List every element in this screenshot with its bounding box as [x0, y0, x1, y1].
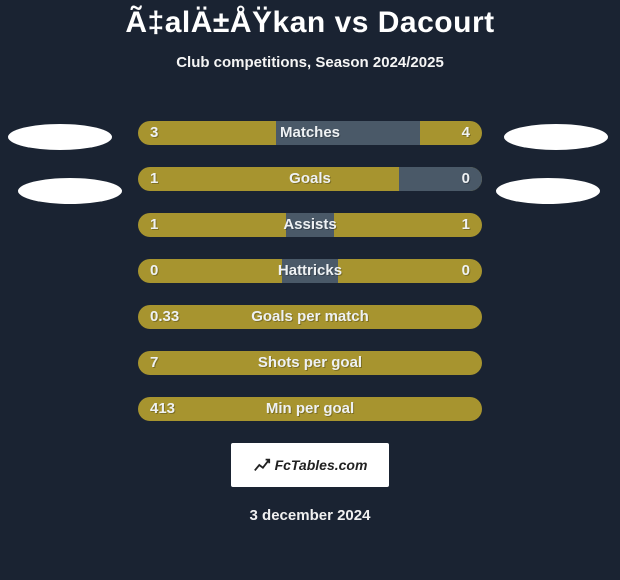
right-badge-placeholder-1 [504, 124, 608, 150]
stat-right-value: 0 [462, 259, 470, 283]
page-title: Ã‡alÄ±ÅŸkan vs Dacourt [0, 6, 620, 40]
stat-label: Shots per goal [138, 351, 482, 375]
stats-container: 3 Matches 4 1 Goals 0 1 Assists 1 0 Hatt… [138, 121, 482, 421]
stat-row-hattricks: 0 Hattricks 0 [138, 259, 482, 283]
fctables-logo[interactable]: FcTables.com [231, 443, 389, 487]
stat-label: Assists [138, 213, 482, 237]
stat-right-value: 4 [462, 121, 470, 145]
stat-label: Matches [138, 121, 482, 145]
stat-row-goals: 1 Goals 0 [138, 167, 482, 191]
stat-row-spg: 7 Shots per goal [138, 351, 482, 375]
left-badge-placeholder-1 [8, 124, 112, 150]
stat-right-value: 0 [462, 167, 470, 191]
logo-label: FcTables.com [275, 457, 368, 473]
chart-up-icon [253, 456, 271, 474]
stat-label: Min per goal [138, 397, 482, 421]
stat-row-matches: 3 Matches 4 [138, 121, 482, 145]
stat-label: Goals per match [138, 305, 482, 329]
logo-text: FcTables.com [253, 456, 368, 474]
page-subtitle: Club competitions, Season 2024/2025 [0, 54, 620, 71]
left-badge-placeholder-2 [18, 178, 122, 204]
stat-row-mpg: 413 Min per goal [138, 397, 482, 421]
header: Ã‡alÄ±ÅŸkan vs Dacourt Club competitions… [0, 0, 620, 71]
stat-row-assists: 1 Assists 1 [138, 213, 482, 237]
right-badge-placeholder-2 [496, 178, 600, 204]
stat-row-gpm: 0.33 Goals per match [138, 305, 482, 329]
footer-date: 3 december 2024 [0, 507, 620, 524]
stat-right-value: 1 [462, 213, 470, 237]
stat-label: Goals [138, 167, 482, 191]
stat-label: Hattricks [138, 259, 482, 283]
